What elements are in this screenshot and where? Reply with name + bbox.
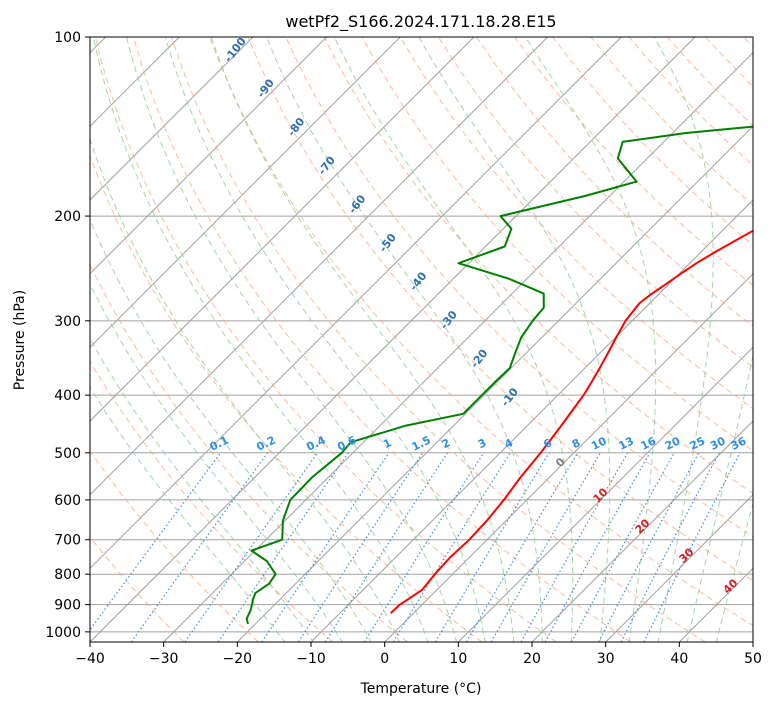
y-tick-label: 100	[54, 30, 81, 46]
x-tick-label: −20	[223, 651, 253, 667]
x-tick-label: 10	[449, 651, 467, 667]
x-tick-label: −30	[149, 651, 179, 667]
y-tick-label: 500	[54, 446, 81, 462]
x-axis-label: Temperature (°C)	[360, 681, 482, 697]
chart-title: wetPf2_S166.2024.171.18.28.E15	[285, 12, 556, 32]
x-tick-label: −40	[75, 651, 105, 667]
y-tick-label: 700	[54, 533, 81, 549]
y-tick-label: 600	[54, 493, 81, 509]
x-tick-label: 0	[380, 651, 389, 667]
x-tick-label: −10	[296, 651, 326, 667]
x-tick-label: 30	[597, 651, 615, 667]
y-tick-label: 400	[54, 388, 81, 404]
x-tick-label: 50	[744, 651, 762, 667]
y-tick-label: 1000	[45, 625, 81, 641]
y-tick-label: 900	[54, 598, 81, 614]
y-tick-label: 200	[54, 209, 81, 225]
y-tick-label: 300	[54, 314, 81, 330]
x-tick-label: 40	[670, 651, 688, 667]
x-tick-label: 20	[523, 651, 541, 667]
y-axis-label: Pressure (hPa)	[12, 290, 28, 390]
y-tick-label: 800	[54, 567, 81, 583]
